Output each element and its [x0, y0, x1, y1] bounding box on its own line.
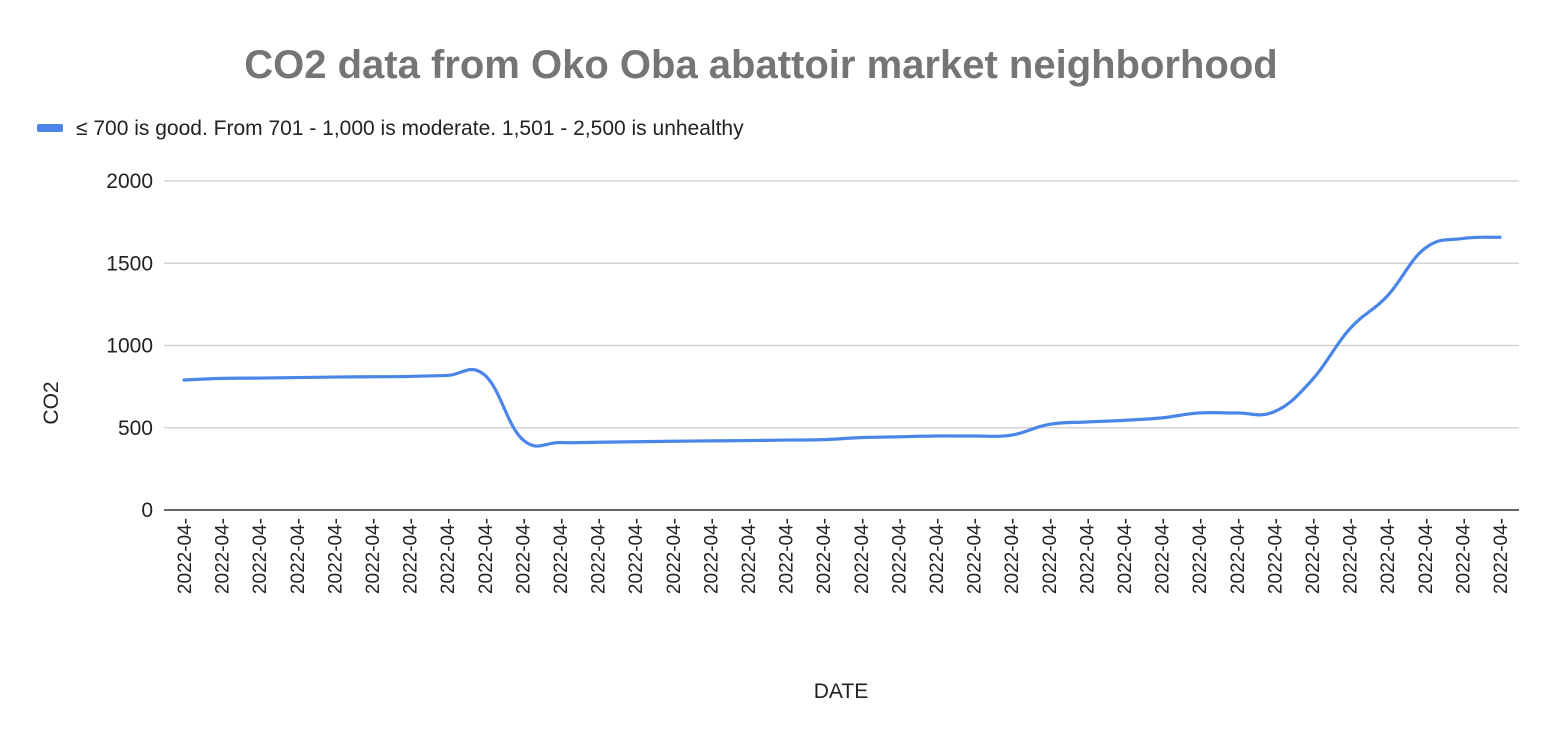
x-tick-label: 2022-04- — [513, 518, 534, 594]
data-point — [747, 439, 750, 442]
x-tick-label: 2022-04- — [1077, 518, 1098, 594]
x-tick-label: 2022-04- — [701, 518, 722, 594]
legend-swatch — [37, 124, 63, 132]
data-point — [1198, 411, 1201, 414]
x-tick-label: 2022-04- — [1002, 518, 1023, 594]
data-point — [446, 374, 449, 377]
x-tick-label: 2022-04- — [1265, 518, 1286, 594]
data-point — [1423, 247, 1426, 250]
data-point — [258, 377, 261, 380]
x-tick-label: 2022-04- — [213, 518, 234, 594]
data-point — [1047, 423, 1050, 426]
x-axis-ticks: 2022-04- 2022-04- 2022-04- 2022-04- 2022-04-… — [175, 518, 1512, 594]
data-point — [784, 439, 787, 442]
y-tick-label: 2000 — [106, 170, 153, 193]
data-point — [1499, 236, 1502, 239]
x-tick-label: 2022-04- — [438, 518, 459, 594]
x-tick-label: 2022-04- — [551, 518, 572, 594]
data-point — [822, 438, 825, 441]
data-point — [596, 441, 599, 444]
data-point — [897, 435, 900, 438]
data-point — [972, 434, 975, 437]
data-point — [371, 375, 374, 378]
x-tick-label: 2022-04- — [626, 518, 647, 594]
x-tick-label: 2022-04- — [1040, 518, 1061, 594]
series-line — [182, 235, 1502, 448]
x-tick-label: 2022-04- — [1153, 518, 1174, 594]
y-tick-label: 500 — [118, 417, 153, 440]
x-tick-label: 2022-04- — [250, 518, 271, 594]
x-tick-label: 2022-04- — [1416, 518, 1437, 594]
x-tick-label: 2022-04- — [1303, 518, 1324, 594]
x-tick-label: 2022-04- — [852, 518, 873, 594]
x-tick-label: 2022-04- — [739, 518, 760, 594]
x-axis-label: DATE — [814, 680, 868, 703]
data-point — [1386, 295, 1389, 298]
x-tick-label: 2022-04- — [965, 518, 986, 594]
x-tick-label: 2022-04- — [363, 518, 384, 594]
x-tick-label: 2022-04- — [777, 518, 798, 594]
x-tick-label: 2022-04- — [664, 518, 685, 594]
y-tick-label: 1500 — [106, 252, 153, 275]
x-tick-label: 2022-04- — [175, 518, 196, 594]
data-point — [1235, 411, 1238, 414]
x-tick-label: 2022-04- — [325, 518, 346, 594]
data-point — [1123, 419, 1126, 422]
data-point — [1010, 434, 1013, 437]
data-point — [1311, 379, 1314, 382]
x-tick-label: 2022-04- — [288, 518, 309, 594]
data-point — [333, 376, 336, 379]
data-point — [559, 441, 562, 444]
data-point — [1348, 328, 1351, 331]
x-tick-label: 2022-04- — [1190, 518, 1211, 594]
x-tick-label: 2022-04- — [1228, 518, 1249, 594]
data-point — [935, 434, 938, 437]
y-axis-label: CO2 — [40, 381, 63, 424]
x-tick-label: 2022-04- — [1378, 518, 1399, 594]
data-point — [483, 374, 486, 377]
data-point — [1085, 420, 1088, 423]
data-point — [1461, 237, 1464, 240]
y-tick-label: 0 — [141, 499, 153, 522]
data-point — [671, 440, 674, 443]
data-point — [220, 377, 223, 380]
x-tick-label: 2022-04- — [1491, 518, 1512, 594]
x-tick-label: 2022-04- — [1115, 518, 1136, 594]
x-tick-label: 2022-04- — [889, 518, 910, 594]
x-tick-label: 2022-04- — [589, 518, 610, 594]
data-point — [183, 379, 186, 382]
data-point — [1273, 410, 1276, 413]
x-tick-label: 2022-04- — [401, 518, 422, 594]
data-point — [859, 436, 862, 439]
x-tick-label: 2022-04- — [927, 518, 948, 594]
legend-label: ≤ 700 is good. From 701 - 1,000 is moder… — [76, 117, 744, 140]
data-point — [1160, 416, 1163, 419]
data-point — [709, 439, 712, 442]
series-lines — [182, 235, 1502, 448]
data-point — [408, 375, 411, 378]
x-tick-label: 2022-04- — [476, 518, 497, 594]
chart-title: CO2 data from Oko Oba abattoir market ne… — [244, 43, 1277, 87]
x-tick-label: 2022-04- — [1453, 518, 1474, 594]
legend: ≤ 700 is good. From 701 - 1,000 is moder… — [37, 117, 744, 140]
y-axis-ticks: 0 500 1000 1500 2000 — [106, 170, 153, 522]
data-point — [521, 438, 524, 441]
y-tick-label: 1000 — [106, 335, 153, 358]
data-point — [634, 440, 637, 443]
data-point — [295, 376, 298, 379]
x-tick-label: 2022-04- — [1341, 518, 1362, 594]
gridlines — [164, 180, 1519, 429]
x-tick-label: 2022-04- — [814, 518, 835, 594]
